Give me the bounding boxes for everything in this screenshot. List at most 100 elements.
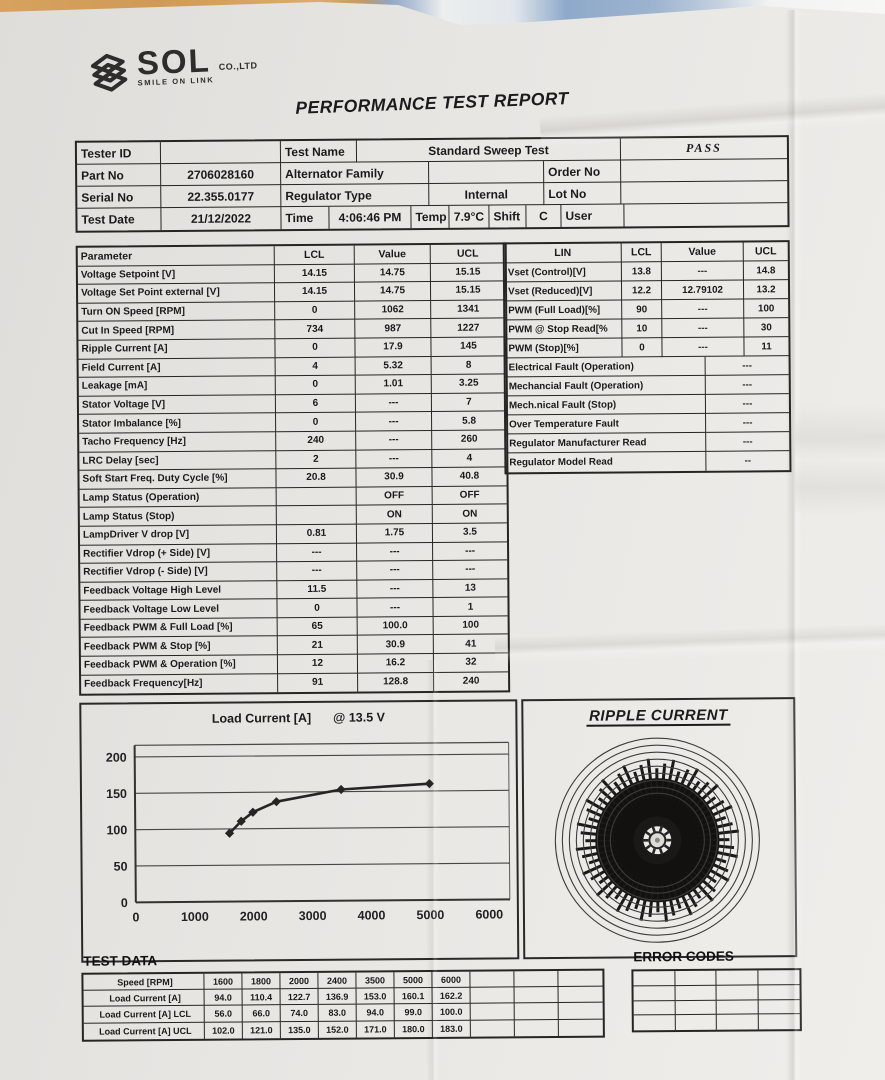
test-data-value: 66.0 xyxy=(242,1005,281,1023)
lin-table: LIN LCL Value UCL Vset (Control)[V] 13.8 --- 14… xyxy=(502,240,792,475)
ripple-spike-inner xyxy=(673,855,703,886)
test-data-value: 136.9 xyxy=(318,988,357,1006)
test-data-label: Speed [RPM] xyxy=(83,973,205,991)
test-data-value: 122.7 xyxy=(280,989,319,1006)
param-value: 20.8 xyxy=(276,468,357,488)
test-data-empty xyxy=(514,1019,559,1037)
gridline xyxy=(135,862,510,867)
error-code-cell xyxy=(675,1015,717,1031)
polar-ring xyxy=(554,737,760,943)
test-data-empty xyxy=(470,1003,515,1021)
ripple-spike-inner xyxy=(632,781,651,819)
param-value: --- xyxy=(357,561,434,581)
order-no-value xyxy=(621,159,788,183)
test-data-value: 152.0 xyxy=(318,1021,357,1038)
sol-layers-icon xyxy=(87,50,131,103)
ripple-spike xyxy=(614,850,651,900)
param-name: Feedback Voltage Low Level xyxy=(80,599,278,620)
shift-value: C xyxy=(526,205,562,228)
ripple-spike-inner xyxy=(595,842,635,853)
ripple-spike xyxy=(588,843,645,865)
error-code-row xyxy=(633,999,800,1016)
load-chart-subtitle-text: @ 13.5 V xyxy=(333,710,386,725)
test-data-empty xyxy=(514,1003,559,1020)
param-value: 4 xyxy=(432,448,507,469)
param-value: --- xyxy=(355,393,432,413)
error-code-cell xyxy=(633,971,676,987)
polar-center-tick xyxy=(663,830,671,836)
ripple-spike-inner xyxy=(681,834,720,841)
error-codes-title: ERROR CODES xyxy=(633,948,734,965)
ripple-spike-inner xyxy=(661,862,676,901)
polar-ring xyxy=(568,751,746,929)
ripple-spike-inner xyxy=(680,828,719,839)
plot-frame-top xyxy=(134,741,509,746)
param-name: LRC Delay [sec] xyxy=(79,450,277,471)
ripple-spike xyxy=(670,816,727,838)
lin-header-name: LIN xyxy=(504,243,622,264)
test-data-value: 94.0 xyxy=(356,1004,395,1022)
param-value: 0 xyxy=(275,338,356,358)
ripple-spike-inner xyxy=(652,864,659,903)
param-name: Feedback Voltage High Level xyxy=(80,580,278,602)
error-code-cell xyxy=(716,1014,759,1030)
test-data-value: 153.0 xyxy=(356,988,395,1005)
lin-status-name: Regulator Manufacturer Read xyxy=(506,432,707,454)
x-tick-label: 1000 xyxy=(181,910,209,924)
lin-status-row: Regulator Model Read -- xyxy=(506,451,789,473)
test-data-value: 162.2 xyxy=(432,987,471,1005)
y-tick-label: 150 xyxy=(106,787,127,801)
x-tick-label: 3000 xyxy=(299,909,327,923)
ripple-spike-inner xyxy=(604,851,639,877)
polar-center-tick xyxy=(658,848,664,855)
param-value: 30.9 xyxy=(357,635,434,655)
ripple-spike-inner xyxy=(668,786,693,822)
param-value: --- xyxy=(357,598,434,618)
error-code-cell xyxy=(675,985,717,1001)
lin-name: PWM @ Stop Read[% xyxy=(505,319,623,340)
param-value: --- xyxy=(433,541,508,562)
param-value: --- xyxy=(277,561,358,581)
ripple-spike-inner xyxy=(595,829,634,839)
param-value: 240 xyxy=(276,431,357,451)
lin-status-value: --- xyxy=(706,432,790,452)
data-point-marker xyxy=(271,797,282,807)
param-value: 5.8 xyxy=(431,411,507,431)
polar-center-tick xyxy=(644,830,651,837)
param-value: 12 xyxy=(277,654,359,674)
param-value: 30.9 xyxy=(356,468,433,488)
param-name: Leakage [mA] xyxy=(78,376,276,397)
error-code-cell xyxy=(758,1015,800,1030)
test-data-value: 1800 xyxy=(242,973,281,990)
ripple-spike xyxy=(664,850,702,900)
polar-ring xyxy=(575,758,739,922)
regulator-type-label: Regulator Type xyxy=(281,184,430,208)
load-chart-title-text: Load Current [A] xyxy=(211,710,312,726)
param-value: 4 xyxy=(275,357,356,377)
param-value: 1.75 xyxy=(356,523,434,544)
ripple-spike-inner xyxy=(674,853,708,881)
param-value: 41 xyxy=(433,634,508,655)
report-title: PERFORMANCE TEST REPORT xyxy=(295,88,569,118)
data-point-marker xyxy=(336,784,346,795)
error-code-cell xyxy=(674,970,717,986)
ripple-spike-inner xyxy=(604,805,639,829)
test-data-label: Load Current [A] xyxy=(83,989,205,1008)
param-value: 0 xyxy=(277,598,358,619)
lin-value: 14.8 xyxy=(743,261,788,281)
lin-status-row: Electrical Fault (Operation) --- xyxy=(505,356,789,378)
ripple-spike xyxy=(634,853,655,910)
x-tick-label: 5000 xyxy=(416,908,444,922)
test-data-value: 1600 xyxy=(204,973,243,990)
param-value: 17.9 xyxy=(355,337,432,358)
ripple-spike-inner xyxy=(598,847,636,865)
test-data-value: 183.0 xyxy=(432,1020,471,1037)
ripple-spike-inner xyxy=(656,778,663,817)
logo-text: SOL SMILE ON LINK xyxy=(136,41,214,87)
lin-value: 30 xyxy=(744,318,789,338)
lin-status-value: --- xyxy=(705,356,789,376)
lot-no-label: Lot No xyxy=(544,182,622,206)
test-data-value: 74.0 xyxy=(280,1005,319,1022)
lin-value: 12.2 xyxy=(621,281,663,301)
